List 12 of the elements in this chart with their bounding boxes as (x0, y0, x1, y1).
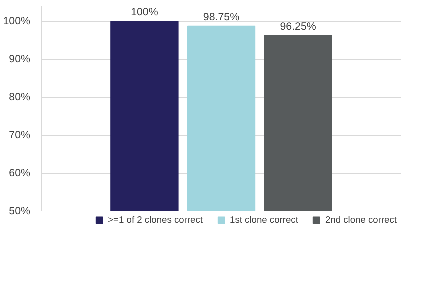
y-tick-label: 60% (9, 168, 32, 180)
legend-label: 1st clone correct (230, 215, 298, 225)
legend-label: 2nd clone correct (325, 215, 397, 225)
data-label: 98.75% (203, 11, 240, 24)
y-tick-label: 100% (3, 16, 32, 28)
data-label: 100% (131, 6, 159, 19)
data-label: 96.25% (280, 20, 317, 33)
y-tick-label: 80% (9, 92, 32, 104)
y-tick-label: 50% (9, 206, 32, 218)
y-tick-label: 90% (9, 54, 32, 66)
legend-label: >=1 of 2 clones correct (108, 215, 203, 225)
y-tick-label: 70% (9, 130, 32, 142)
